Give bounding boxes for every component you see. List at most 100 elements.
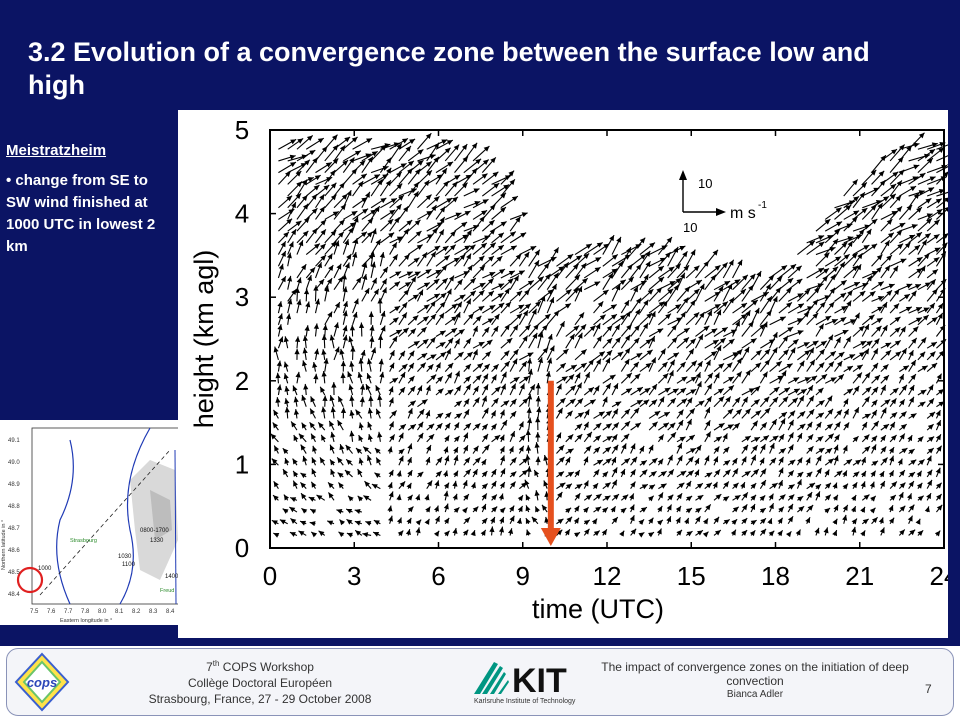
wind-arrow <box>787 318 804 326</box>
wind-arrow <box>741 492 749 501</box>
wind-arrow <box>435 422 443 431</box>
wind-arrow <box>463 363 472 372</box>
wind-arrow <box>592 482 599 490</box>
map-xtick: 7.6 <box>47 609 56 615</box>
wind-arrow <box>667 303 682 314</box>
wind-arrow <box>852 252 863 267</box>
wind-arrow <box>823 527 829 536</box>
wind-arrow <box>537 289 554 302</box>
wind-arrow <box>305 174 321 185</box>
wind-arrow <box>815 399 825 408</box>
wind-arrow <box>470 482 476 489</box>
wind-arrow <box>583 494 593 501</box>
wind-arrow <box>806 359 816 372</box>
wind-arrow <box>305 137 325 150</box>
wind-arrow <box>860 470 867 478</box>
talk-title: The impact of convergence zones on the i… <box>601 660 909 688</box>
wind-arrow <box>472 457 481 466</box>
wind-arrow <box>861 169 877 185</box>
wind-arrow <box>396 470 402 478</box>
wind-arrow <box>915 518 921 525</box>
wind-arrow <box>300 472 307 479</box>
wind-arrow <box>379 278 388 290</box>
wind-arrow <box>398 432 404 443</box>
wind-arrow <box>778 396 789 408</box>
wind-arrow <box>500 270 516 279</box>
wind-arrow <box>500 383 507 396</box>
wind-arrow <box>333 219 345 232</box>
wind-arrow <box>648 410 661 419</box>
wind-arrow <box>367 421 373 431</box>
wind-arrow <box>443 446 449 454</box>
wind-arrow <box>565 483 573 490</box>
wind-arrow <box>276 384 282 396</box>
wind-arrow <box>750 454 757 466</box>
wind-arrow <box>308 496 316 502</box>
wind-arrow <box>880 232 895 244</box>
time-marker-arrow-head <box>540 528 561 546</box>
wind-arrow <box>454 245 471 256</box>
wind-arrow <box>472 362 484 373</box>
wind-arrow <box>824 350 837 361</box>
wind-arrow <box>463 229 473 244</box>
wind-arrow <box>908 384 915 396</box>
wind-arrow <box>509 290 523 302</box>
wind-arrow <box>287 193 302 209</box>
wind-arrow <box>908 206 923 220</box>
wind-arrow <box>417 352 428 361</box>
wind-arrow <box>722 396 732 408</box>
wind-arrow <box>321 406 327 419</box>
wind-arrow <box>518 309 529 326</box>
wind-arrow <box>704 264 721 279</box>
college-name: Collège Doctoral Européen <box>187 676 333 690</box>
wind-arrow <box>489 526 495 536</box>
wind-arrow <box>695 494 704 501</box>
wind-arrow <box>324 253 333 267</box>
wind-arrow <box>676 250 688 267</box>
wind-arrow <box>481 470 488 478</box>
wind-arrow <box>398 253 411 267</box>
wind-arrow <box>366 372 372 384</box>
wind-arrow <box>434 480 440 489</box>
wind-arrow <box>282 508 289 514</box>
wind-arrow <box>426 293 441 302</box>
wind-arrow <box>768 493 774 501</box>
wind-arrow <box>519 375 530 384</box>
wind-arrow <box>518 397 529 408</box>
wind-arrow <box>565 333 575 349</box>
wind-arrow <box>815 483 822 490</box>
wind-arrow <box>556 444 565 454</box>
wind-arrow <box>472 159 490 174</box>
wind-arrow <box>620 457 631 466</box>
wind-arrow <box>685 397 693 408</box>
wind-arrow <box>935 312 944 326</box>
wind-arrow <box>806 482 816 490</box>
wind-arrow <box>417 326 427 337</box>
wind-arrow <box>880 324 888 337</box>
wind-arrow <box>593 385 600 396</box>
wind-arrow <box>481 517 488 525</box>
wind-arrow <box>741 504 748 513</box>
wind-arrow <box>444 337 454 349</box>
wind-arrow <box>377 334 384 349</box>
wind-arrow <box>843 300 852 314</box>
wind-arrow <box>435 139 454 150</box>
wind-arrow <box>685 312 700 326</box>
wind-arrow <box>282 447 289 454</box>
wind-arrow <box>824 361 835 372</box>
wind-arrow <box>574 324 587 337</box>
wind-arrow <box>426 336 436 349</box>
wind-arrow <box>574 483 583 490</box>
wind-arrow <box>667 454 674 466</box>
wind-arrow <box>824 301 835 314</box>
wind-arrow <box>936 171 949 185</box>
wind-arrow <box>407 244 423 256</box>
axis-layer: 03691215182124012345 <box>235 115 959 591</box>
wind-arrow <box>898 529 906 536</box>
wind-arrow <box>936 401 945 408</box>
wind-arrow <box>508 528 514 536</box>
wind-arrow <box>713 436 723 443</box>
wind-arrow <box>481 363 491 372</box>
wind-arrow <box>574 243 593 256</box>
wind-arrow <box>917 252 930 267</box>
